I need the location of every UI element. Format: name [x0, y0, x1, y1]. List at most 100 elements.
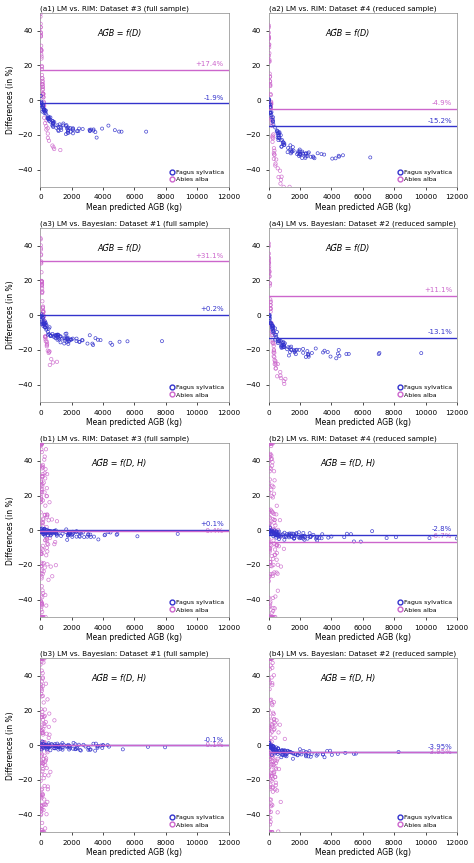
- X-axis label: Mean predicted AGB (kg): Mean predicted AGB (kg): [315, 848, 411, 858]
- Point: [38, 485, 46, 499]
- Point: [51, 737, 59, 751]
- Point: [63, 522, 70, 536]
- Point: [83, 530, 91, 544]
- Point: [67, 332, 74, 346]
- Point: [453, 532, 461, 545]
- Point: [37, 25, 45, 39]
- Point: [43, 510, 51, 524]
- Point: [43, 337, 51, 350]
- Point: [347, 527, 355, 541]
- Point: [279, 340, 287, 354]
- Point: [40, 314, 48, 328]
- Point: [36, 803, 44, 816]
- Point: [270, 152, 278, 166]
- Point: [38, 825, 46, 839]
- Point: [37, 506, 45, 520]
- Point: [36, 437, 44, 450]
- Point: [270, 527, 278, 541]
- Point: [43, 727, 50, 740]
- Point: [301, 530, 309, 544]
- Point: [41, 317, 48, 331]
- Point: [39, 311, 47, 324]
- Point: [265, 437, 273, 450]
- Point: [38, 740, 46, 754]
- Point: [271, 610, 278, 624]
- Point: [174, 527, 182, 541]
- Point: [38, 799, 46, 813]
- Point: [293, 148, 301, 161]
- Point: [334, 747, 342, 761]
- Point: [269, 567, 276, 581]
- Point: [283, 343, 291, 356]
- Point: [273, 784, 281, 797]
- Point: [38, 823, 46, 837]
- Point: [269, 336, 277, 350]
- Point: [273, 528, 281, 542]
- Point: [275, 528, 283, 542]
- Point: [291, 532, 298, 545]
- Point: [269, 319, 276, 333]
- Point: [46, 114, 53, 128]
- Point: [37, 443, 45, 457]
- Point: [268, 718, 276, 732]
- Point: [300, 147, 307, 161]
- Point: [266, 542, 273, 556]
- Point: [302, 745, 310, 759]
- Point: [271, 353, 278, 367]
- Point: [69, 526, 77, 540]
- Point: [305, 350, 312, 363]
- Point: [278, 336, 285, 350]
- Point: [270, 740, 277, 753]
- Point: [119, 742, 127, 756]
- Point: [43, 599, 50, 613]
- Point: [266, 595, 274, 608]
- Point: [41, 105, 49, 119]
- Point: [287, 343, 295, 356]
- Point: [269, 742, 277, 756]
- Point: [44, 528, 52, 542]
- Point: [265, 437, 273, 450]
- Point: [271, 516, 278, 530]
- Point: [274, 335, 282, 349]
- Point: [64, 124, 72, 138]
- Point: [273, 528, 280, 542]
- Point: [274, 752, 282, 765]
- Point: [278, 133, 286, 147]
- Point: [267, 449, 275, 463]
- Point: [273, 123, 281, 137]
- Text: -0.1%: -0.1%: [203, 742, 224, 748]
- Point: [40, 110, 48, 124]
- Point: [270, 525, 277, 539]
- Point: [268, 741, 275, 755]
- Point: [273, 527, 281, 541]
- Point: [37, 746, 45, 759]
- Point: [269, 456, 276, 469]
- Text: -15.2%: -15.2%: [428, 118, 452, 124]
- Point: [274, 357, 282, 371]
- Point: [89, 337, 96, 350]
- Point: [41, 526, 49, 540]
- Point: [265, 29, 273, 43]
- Point: [38, 598, 46, 612]
- Point: [38, 782, 46, 796]
- Point: [281, 530, 288, 544]
- Point: [39, 78, 46, 91]
- Point: [266, 652, 274, 665]
- Point: [38, 469, 46, 483]
- Point: [39, 461, 47, 475]
- Point: [280, 748, 287, 762]
- Point: [53, 514, 61, 528]
- Point: [268, 774, 275, 788]
- Point: [39, 689, 46, 702]
- Point: [94, 740, 101, 754]
- Point: [44, 739, 51, 753]
- Point: [268, 725, 276, 739]
- Point: [43, 526, 50, 539]
- Point: [37, 610, 45, 624]
- X-axis label: Mean predicted AGB (kg): Mean predicted AGB (kg): [86, 848, 182, 858]
- Point: [266, 74, 274, 88]
- Point: [38, 523, 46, 537]
- Point: [44, 508, 51, 522]
- Point: [46, 743, 54, 757]
- Point: [37, 749, 45, 763]
